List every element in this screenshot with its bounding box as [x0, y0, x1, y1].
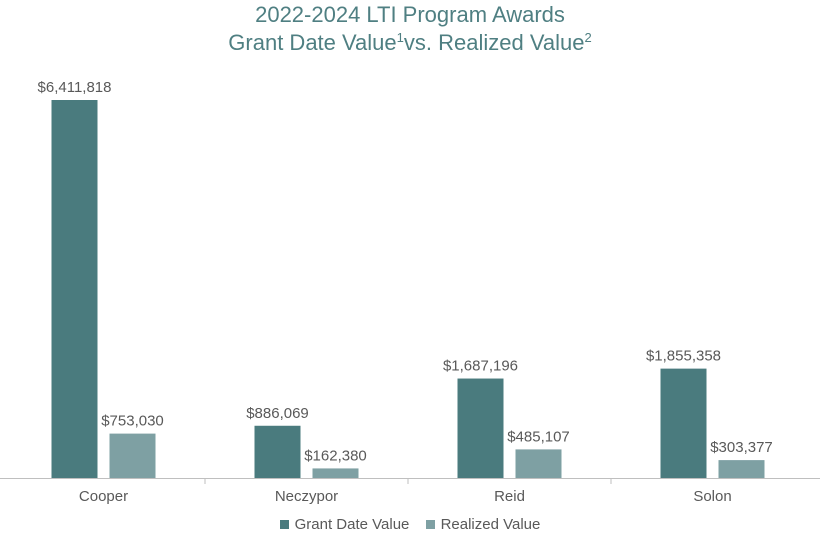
data-label: $162,380: [304, 447, 367, 464]
data-label: $303,377: [710, 439, 773, 456]
data-label: $886,069: [246, 405, 309, 422]
chart-title-line1: 2022-2024 LTI Program Awards: [0, 2, 820, 28]
bar-realized-cooper: [109, 433, 156, 478]
category-label-neczypor: Neczypor: [275, 488, 338, 505]
category-label-cooper: Cooper: [79, 488, 128, 505]
data-label: $6,411,818: [38, 79, 112, 96]
data-label: $753,030: [101, 413, 164, 430]
legend-swatch-realized: [425, 520, 435, 529]
legend-item-grant: Grant Date Value: [279, 516, 410, 533]
bar-realized-neczypor: [312, 468, 359, 478]
legend-swatch-grant: [279, 520, 289, 529]
category-label-reid: Reid: [494, 488, 525, 505]
legend-item-realized: Realized Value: [425, 516, 541, 533]
chart-title-text: 2022-2024 LTI Program Awards: [255, 2, 565, 27]
footnote-marker-1: 1: [396, 30, 404, 45]
chart-subtitle-part1: Grant Date Value: [228, 30, 397, 55]
data-label: $1,855,358: [646, 348, 721, 365]
chart-title-line2: Grant Date Value1vs. Realized Value2: [0, 30, 820, 56]
data-label: $485,107: [507, 428, 570, 445]
legend: Grant Date Value Realized Value: [0, 516, 820, 533]
bar-grant-reid: [457, 378, 504, 478]
category-label-solon: Solon: [693, 488, 731, 505]
bar-grant-solon: [660, 368, 707, 478]
bar-realized-reid: [515, 449, 562, 478]
data-label: $1,687,196: [443, 358, 518, 375]
footnote-marker-2: 2: [584, 30, 592, 45]
bar-grant-cooper: [51, 100, 98, 478]
bar-realized-solon: [718, 460, 765, 478]
bar-grant-neczypor: [254, 425, 301, 478]
legend-label-grant: Grant Date Value: [294, 516, 410, 533]
legend-label-realized: Realized Value: [440, 516, 541, 533]
chart-subtitle-part2: vs. Realized Value: [403, 30, 585, 55]
